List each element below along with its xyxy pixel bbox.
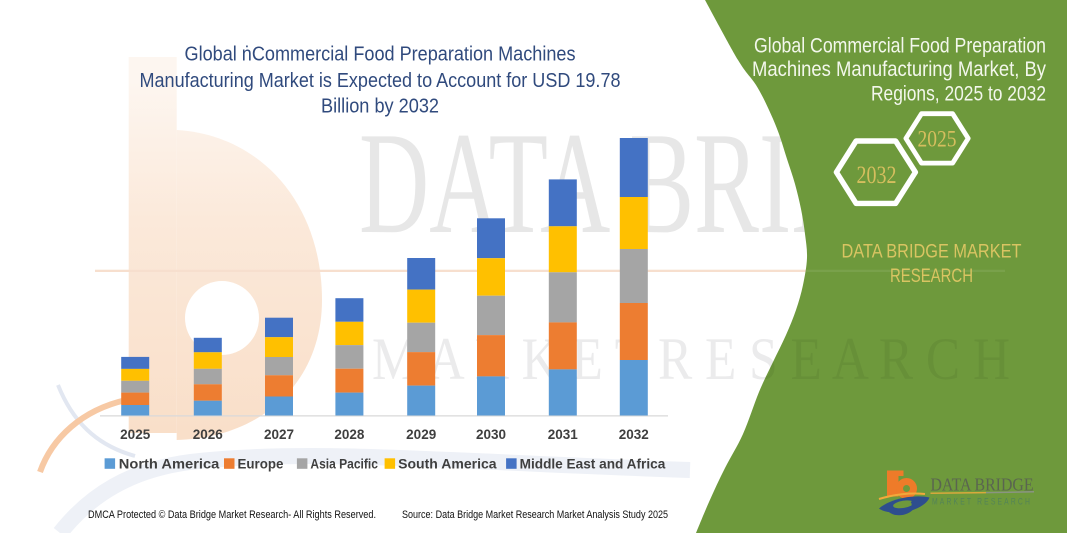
svg-text:Global ṅCommercial Food Prepar: Global ṅCommercial Food Preparation Mach… xyxy=(185,44,576,66)
svg-text:Regions, 2025 to 2032: Regions, 2025 to 2032 xyxy=(871,81,1046,105)
svg-text:Machines Manufacturing Market,: Machines Manufacturing Market, By xyxy=(752,57,1046,81)
svg-text:South America: South America xyxy=(398,457,497,472)
svg-text:DMCA Protected © Data Bridge M: DMCA Protected © Data Bridge Market Rese… xyxy=(88,509,376,521)
svg-text:2028: 2028 xyxy=(334,427,365,442)
svg-text:2030: 2030 xyxy=(476,427,506,442)
svg-text:2032: 2032 xyxy=(857,162,897,189)
svg-text:RESEARCH: RESEARCH xyxy=(890,265,973,287)
svg-text:2027: 2027 xyxy=(264,427,294,442)
svg-text:Asia Pacific: Asia Pacific xyxy=(310,457,378,472)
svg-text:MARKET RESEARCH: MARKET RESEARCH xyxy=(932,497,1032,508)
svg-text:Manufacturing Market is Expect: Manufacturing Market is Expected to Acco… xyxy=(140,70,621,92)
svg-text:2025: 2025 xyxy=(120,427,151,442)
svg-text:Middle East and Africa: Middle East and Africa xyxy=(520,457,666,472)
svg-text:2025: 2025 xyxy=(918,127,957,152)
svg-text:Billion by 2032: Billion by 2032 xyxy=(321,95,439,117)
svg-text:2032: 2032 xyxy=(619,427,649,442)
svg-text:DATA BRIDGE: DATA BRIDGE xyxy=(931,475,1034,495)
svg-text:Europe: Europe xyxy=(238,457,284,472)
svg-text:Global Commercial Food Prepara: Global Commercial Food Preparation xyxy=(754,34,1046,58)
svg-text:2031: 2031 xyxy=(548,427,579,442)
svg-text:Source: Data Bridge Market Res: Source: Data Bridge Market Research Mark… xyxy=(402,509,668,521)
svg-text:2026: 2026 xyxy=(193,427,224,442)
svg-text:DATA BRIDGE MARKET: DATA BRIDGE MARKET xyxy=(842,241,1022,263)
svg-text:North America: North America xyxy=(119,457,220,472)
svg-text:2029: 2029 xyxy=(406,427,436,442)
